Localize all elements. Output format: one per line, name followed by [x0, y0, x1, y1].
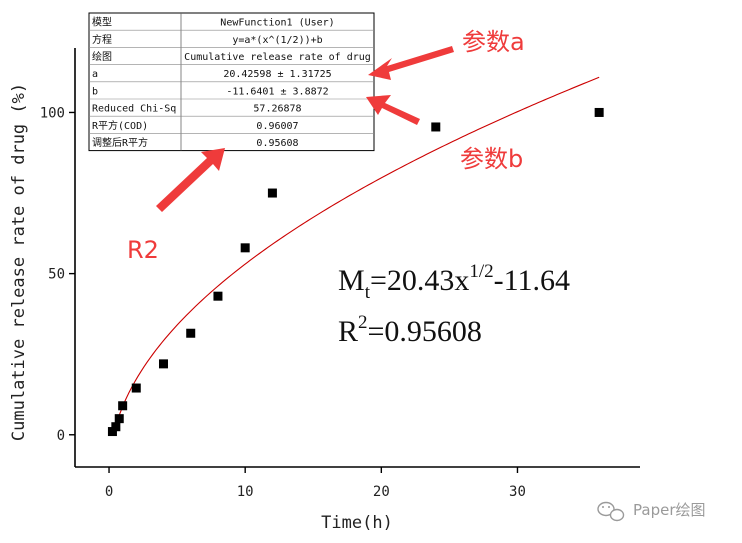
data-point — [158, 359, 168, 369]
arrow-to-b — [366, 95, 420, 125]
wechat-icon — [597, 501, 625, 522]
table-key: 模型 — [92, 16, 112, 29]
annotation-label-a: 参数a — [462, 28, 525, 56]
table-key: 绘图 — [92, 50, 112, 63]
arrow-to-r2 — [156, 148, 225, 212]
r-tail: =0.95608 — [368, 315, 482, 348]
table-value: NewFunction1 (User) — [220, 18, 334, 29]
annotation-label-r2: R2 — [127, 236, 159, 264]
y-tick-label: 0 — [57, 428, 65, 444]
table-value: Cumulative release rate of drug — [184, 52, 371, 63]
table-value: 20.42598 ± 1.31725 — [223, 69, 331, 80]
table-value: y=a*(x^(1/2))+b — [232, 35, 322, 46]
data-point — [131, 383, 141, 393]
table-key: b — [92, 86, 98, 97]
y-tick-label: 100 — [40, 105, 65, 121]
x-tick-label: 0 — [105, 484, 113, 500]
table-key: Reduced Chi-Sq — [92, 104, 176, 115]
data-point — [431, 122, 441, 132]
data-point — [267, 188, 277, 198]
data-point — [118, 401, 128, 411]
eq-sup: 1/2 — [469, 261, 493, 282]
x-axis-title: Time(h) — [321, 513, 393, 533]
eq-tail: -11.64 — [494, 264, 570, 297]
table-value: 57.26878 — [253, 104, 301, 115]
data-point — [114, 414, 124, 424]
fit-results-table: 模型 NewFunction1 (User) 方程 y=a*(x^(1/2))+b 绘图… — [88, 12, 375, 152]
y-tick-label: 50 — [48, 267, 65, 283]
table-key: 方程 — [92, 33, 112, 46]
data-points — [107, 107, 604, 437]
data-point — [213, 291, 223, 301]
axes — [74, 48, 640, 468]
annotation-arrows — [156, 46, 454, 212]
r-main: R — [338, 315, 358, 348]
data-point — [111, 422, 121, 432]
y-ticks: 0 50 100 — [40, 105, 75, 444]
x-ticks: 0 10 20 30 — [105, 467, 526, 500]
watermark-text: Paper绘图 — [633, 501, 705, 519]
eq-middle: =20.43x — [370, 264, 469, 297]
fit-equation: Mt=20.43x1/2-11.64 — [338, 261, 570, 303]
table-value: 0.95608 — [256, 138, 298, 149]
eq-sub: t — [365, 282, 371, 303]
x-tick-label: 30 — [509, 484, 526, 500]
x-tick-label: 20 — [373, 484, 390, 500]
table-key: R平方(COD) — [92, 119, 148, 132]
watermark: Paper绘图 — [597, 501, 705, 522]
table-value: 0.96007 — [256, 121, 298, 132]
fit-line — [112, 76, 600, 435]
data-point — [107, 427, 117, 437]
eq-main: M — [338, 264, 365, 297]
table-value: -11.6401 ± 3.8872 — [226, 86, 328, 97]
r-squared-text: R2=0.95608 — [338, 312, 482, 348]
r-sup: 2 — [358, 312, 368, 333]
data-point — [240, 243, 250, 253]
arrow-to-a — [368, 46, 454, 80]
x-tick-label: 10 — [237, 484, 254, 500]
table-key: 调整后R平方 — [92, 136, 148, 149]
annotation-label-b: 参数b — [460, 145, 523, 173]
data-point — [594, 107, 604, 117]
data-point — [186, 328, 196, 338]
y-axis-title: Cumulative release rate of drug (%) — [9, 83, 29, 441]
table-key: a — [92, 69, 98, 80]
